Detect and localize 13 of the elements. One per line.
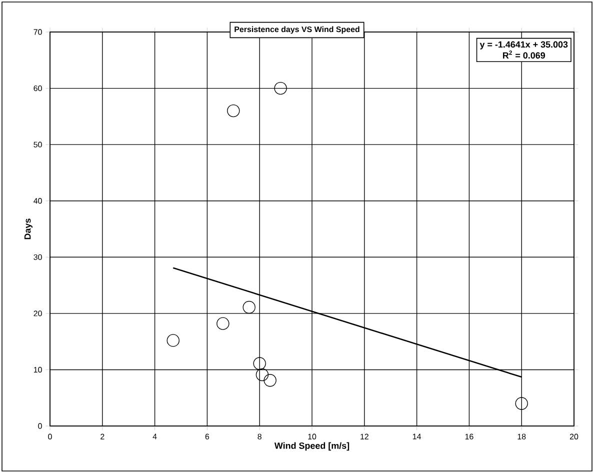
annotation: R$^{2}$ = 0.069 <box>502 50 546 59</box>
point <box>274 82 287 95</box>
x-axis-title: Wind Speed [m/s] <box>274 442 350 451</box>
point <box>166 334 180 347</box>
annotation: y = -1.4641x + 35.003 <box>480 41 568 50</box>
point <box>253 357 266 370</box>
point <box>216 317 230 330</box>
point <box>256 368 269 382</box>
point <box>264 374 276 387</box>
point <box>515 397 528 410</box>
point <box>227 104 240 118</box>
point <box>242 300 256 314</box>
y-axis-title: Days <box>24 218 32 240</box>
